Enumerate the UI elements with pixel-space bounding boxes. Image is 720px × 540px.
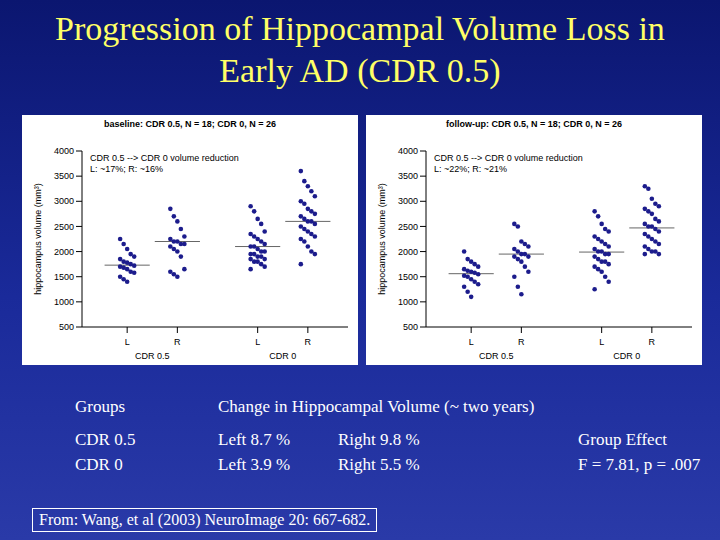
svg-text:500: 500 bbox=[403, 322, 418, 332]
html-text:CDR 0.5 --> CDR 0 volume reduc: CDR 0.5 --> CDR 0 volume reduction bbox=[90, 153, 239, 163]
svg-text:1500: 1500 bbox=[398, 272, 418, 282]
svg-text:CDR 0: CDR 0 bbox=[269, 351, 296, 361]
svg-text:2500: 2500 bbox=[398, 222, 418, 232]
html-text:Group Effect: Group Effect bbox=[578, 430, 667, 449]
html-text:Groups: Groups bbox=[75, 397, 126, 416]
html-text:F = 7.81, p = .007: F = 7.81, p = .007 bbox=[578, 455, 701, 474]
html-text:follow-up: CDR 0.5, N = 18; CD: follow-up: CDR 0.5, N = 18; CDR 0, N = 2… bbox=[446, 119, 622, 129]
svg-text:L: L bbox=[469, 337, 474, 347]
svg-text:3500: 3500 bbox=[398, 171, 418, 181]
html-text:baseline: CDR 0.5, N = 18; CDR: baseline: CDR 0.5, N = 18; CDR 0, N = 26 bbox=[104, 119, 276, 129]
svg-text:1000: 1000 bbox=[54, 297, 74, 307]
svg-text:4000: 4000 bbox=[398, 146, 418, 156]
html-text:L: ~17%; R: ~16%: L: ~17%; R: ~16% bbox=[90, 164, 163, 174]
html-text:Change in Hippocampal Volume (: Change in Hippocampal Volume (~ two year… bbox=[218, 397, 535, 416]
html-text:From: Wang, et al (2003) Neuro: From: Wang, et al (2003) NeuroImage 20: … bbox=[39, 511, 371, 528]
svg-text:500: 500 bbox=[59, 322, 74, 332]
html-text:Left 8.7 %: Left 8.7 % bbox=[218, 430, 291, 449]
html-text:Right 5.5 %: Right 5.5 % bbox=[338, 455, 420, 474]
svg-text:4000: 4000 bbox=[54, 146, 74, 156]
svg-text:L: L bbox=[599, 337, 604, 347]
svg-text:L: L bbox=[125, 337, 130, 347]
svg-text:CDR 0: CDR 0 bbox=[613, 351, 640, 361]
svg-text:CDR 0.5: CDR 0.5 bbox=[479, 351, 514, 361]
svg-text:1500: 1500 bbox=[54, 272, 74, 282]
html-text:Right 9.8 %: Right 9.8 % bbox=[338, 430, 420, 449]
html-text:CDR 0: CDR 0 bbox=[75, 455, 123, 474]
svg-text:hippocampus volume (mm³): hippocampus volume (mm³) bbox=[33, 183, 43, 295]
svg-text:R: R bbox=[518, 337, 525, 347]
svg-text:3000: 3000 bbox=[398, 196, 418, 206]
html-text:Left 3.9 %: Left 3.9 % bbox=[218, 455, 291, 474]
svg-text:2000: 2000 bbox=[398, 247, 418, 257]
svg-text:R: R bbox=[649, 337, 656, 347]
svg-text:hippocampus volume (mm³): hippocampus volume (mm³) bbox=[377, 183, 387, 295]
svg-text:L: L bbox=[255, 337, 260, 347]
svg-text:R: R bbox=[305, 337, 312, 347]
html-text:CDR 0.5 --> CDR 0 volume reduc: CDR 0.5 --> CDR 0 volume reduction bbox=[434, 153, 583, 163]
svg-text:3500: 3500 bbox=[54, 171, 74, 181]
html-text:L: ~22%; R: ~21%: L: ~22%; R: ~21% bbox=[434, 164, 507, 174]
svg-text:1000: 1000 bbox=[398, 297, 418, 307]
svg-text:2500: 2500 bbox=[54, 222, 74, 232]
svg-text:2000: 2000 bbox=[54, 247, 74, 257]
html-text:CDR 0.5: CDR 0.5 bbox=[75, 430, 136, 449]
svg-text:3000: 3000 bbox=[54, 196, 74, 206]
svg-text:CDR 0.5: CDR 0.5 bbox=[135, 351, 170, 361]
html-text:Progression of Hippocampal Vol: Progression of Hippocampal Volume Loss i… bbox=[55, 10, 665, 89]
svg-text:R: R bbox=[174, 337, 181, 347]
